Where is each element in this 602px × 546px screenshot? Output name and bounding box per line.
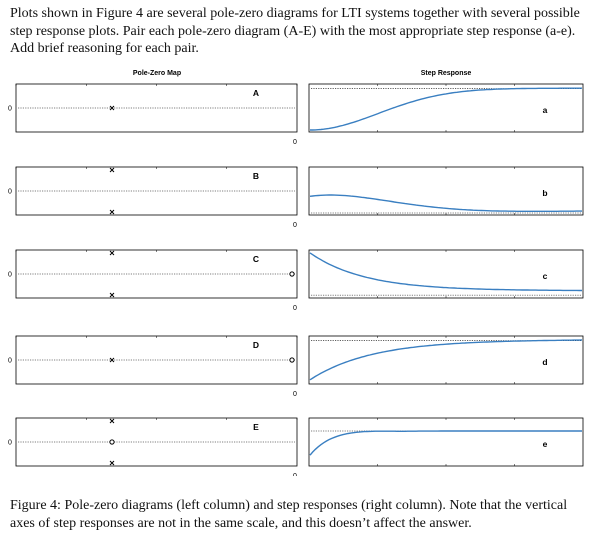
step-response-header: Step Response <box>421 70 472 77</box>
step-response-curve <box>309 430 582 456</box>
time-axis-tick-label: 0 <box>293 139 297 146</box>
figure-row: 0 C 0 c <box>8 249 584 312</box>
pz-axis-tick-label: 0 <box>8 358 12 365</box>
pole-zero-panel-label: E <box>253 422 259 432</box>
pole-zero-step-response-figure: Pole-Zero Map Step Response 0 A 0 a 0 B 0 b 0 C 0 c… <box>8 70 584 476</box>
pole-zero-panel-label: D <box>253 340 259 350</box>
step-response-curve <box>309 252 582 292</box>
step-response-curve <box>310 87 582 131</box>
figure-row: 0 A 0 a <box>8 83 584 146</box>
pz-axis-tick-label: 0 <box>8 106 12 113</box>
step-response-panel-label: d <box>542 357 547 367</box>
pole-marker <box>109 357 115 363</box>
figure-row: 0 B 0 b <box>8 166 584 229</box>
pole-marker <box>109 418 115 424</box>
step-response-panel-label: a <box>543 105 548 115</box>
zero-marker <box>289 271 295 277</box>
pz-axis-tick-label: 0 <box>8 189 12 196</box>
step-response-panel-label: c <box>543 271 548 281</box>
pz-axis-tick-label: 0 <box>8 440 12 447</box>
pole-marker <box>109 209 115 215</box>
pole-marker <box>109 167 115 173</box>
step-response-panel-label: e <box>543 439 548 449</box>
time-axis-tick-label: 0 <box>293 391 297 398</box>
figure-caption: Figure 4: Pole-zero diagrams (left colum… <box>10 498 568 531</box>
pz-axis-tick-label: 0 <box>8 272 12 279</box>
zero-marker <box>289 357 295 363</box>
figure-row: 0 E 0 e <box>8 417 584 476</box>
pole-zero-panel-label: A <box>253 88 259 98</box>
time-axis-tick-label: 0 <box>293 305 297 312</box>
pole-marker <box>109 105 115 111</box>
figure-panels: 0 A 0 a 0 B 0 b 0 C 0 c 0 D 0 d 0 E 0 e <box>8 83 584 476</box>
problem-statement: Plots shown in Figure 4 are several pole… <box>10 6 580 56</box>
step-response-curve <box>309 194 582 212</box>
figure-row: 0 D 0 d <box>8 335 584 398</box>
pole-marker <box>109 250 115 256</box>
time-axis-tick-label: 0 <box>293 222 297 229</box>
pole-zero-map-header: Pole-Zero Map <box>133 70 181 77</box>
pole-zero-panel-label: B <box>253 171 259 181</box>
step-response-panel-label: b <box>542 188 547 198</box>
time-axis-tick-label: 0 <box>293 473 297 476</box>
pole-marker <box>109 292 115 298</box>
pole-zero-panel-label: C <box>253 254 259 264</box>
step-response-curve <box>309 339 583 381</box>
pole-marker <box>109 460 115 466</box>
zero-marker <box>109 439 115 445</box>
